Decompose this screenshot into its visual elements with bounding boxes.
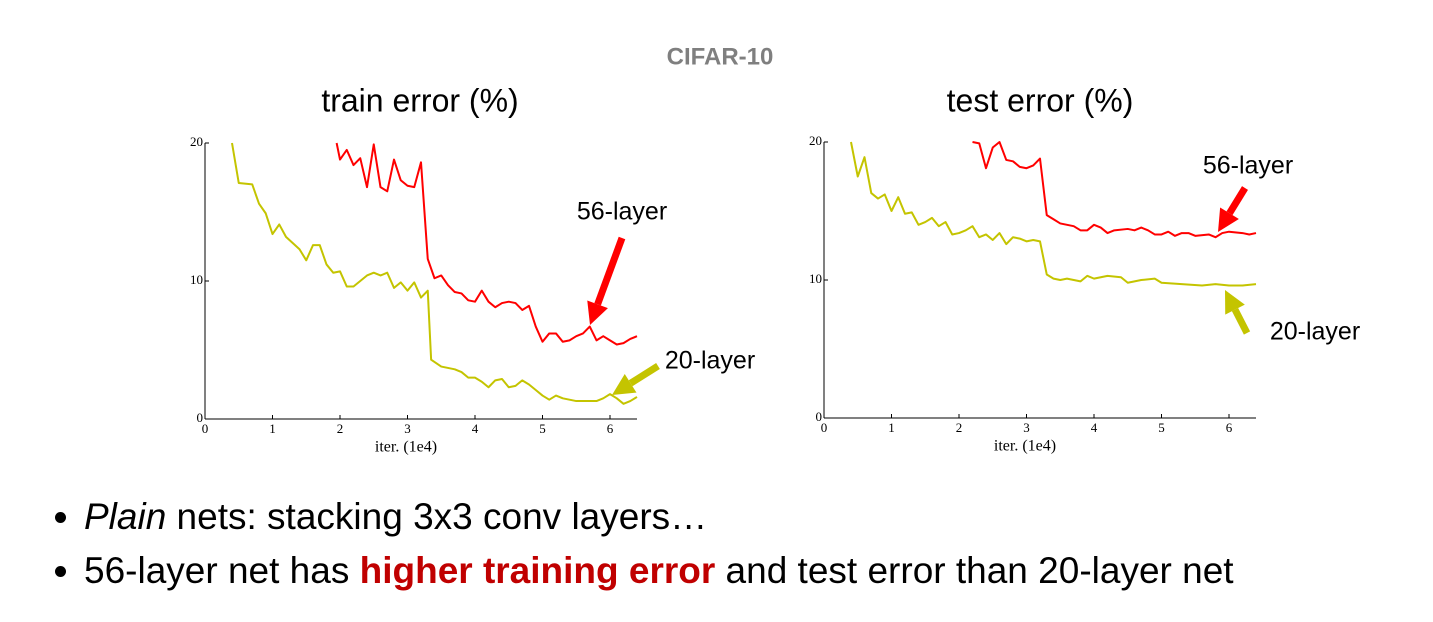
series-line <box>972 141 1257 239</box>
header: CIFAR-10 <box>667 43 774 70</box>
arrow-head <box>612 373 637 395</box>
series-line <box>335 142 638 346</box>
series-line <box>850 141 1257 287</box>
x-tick-label: 1 <box>269 421 276 436</box>
y-tick-label: 20 <box>190 134 203 149</box>
bullet-highlight: higher training error <box>359 550 716 591</box>
bullet: Plain nets: stacking 3x3 conv layers… <box>84 490 1234 544</box>
series-line <box>231 142 638 405</box>
x-tick-label: 0 <box>202 421 209 436</box>
arrow-shaft <box>594 236 626 306</box>
x-axis-label: iter. (1e4) <box>994 438 1056 455</box>
bullet-text: 56-layer net has <box>84 550 360 591</box>
arrow-head <box>1218 207 1239 232</box>
y-tick-label: 10 <box>190 272 203 287</box>
annotation: 56-layer <box>1203 152 1293 180</box>
x-tick-label: 4 <box>472 421 479 436</box>
bullet-text: nets: stacking 3x3 conv layers… <box>166 496 708 537</box>
arrow-shaft <box>1231 307 1251 335</box>
x-tick-label: 1 <box>888 420 895 435</box>
arrow-head <box>1225 290 1245 315</box>
bullet-text: Plain <box>84 496 167 537</box>
annotation: 20-layer <box>1270 318 1360 346</box>
arrow-shaft <box>628 363 660 387</box>
x-tick-label: 5 <box>1158 420 1165 435</box>
bullet-text: and test error than 20-layer net <box>715 550 1234 591</box>
y-tick-label: 10 <box>809 271 822 286</box>
chart-title: test error (%) <box>947 82 1134 118</box>
x-tick-label: 3 <box>404 421 411 436</box>
x-axis-label: iter. (1e4) <box>375 439 437 456</box>
annotation: 56-layer <box>577 198 667 226</box>
x-tick-label: 5 <box>539 421 546 436</box>
bullet-list: Plain nets: stacking 3x3 conv layers… 56… <box>40 490 1234 598</box>
x-tick-label: 2 <box>956 420 963 435</box>
bullet: 56-layer net has higher training error a… <box>84 544 1234 598</box>
y-tick-label: 0 <box>197 410 204 425</box>
y-tick-label: 20 <box>809 133 822 148</box>
x-tick-label: 6 <box>607 421 614 436</box>
arrow-shaft <box>1226 186 1248 216</box>
x-tick-label: 2 <box>337 421 344 436</box>
y-tick-label: 0 <box>816 409 823 424</box>
x-tick-label: 0 <box>821 420 828 435</box>
x-tick-label: 3 <box>1023 420 1030 435</box>
arrow-head <box>587 300 608 325</box>
x-tick-label: 6 <box>1226 420 1233 435</box>
x-tick-label: 4 <box>1091 420 1098 435</box>
chart-title: train error (%) <box>321 82 518 118</box>
annotation: 20-layer <box>665 347 755 375</box>
